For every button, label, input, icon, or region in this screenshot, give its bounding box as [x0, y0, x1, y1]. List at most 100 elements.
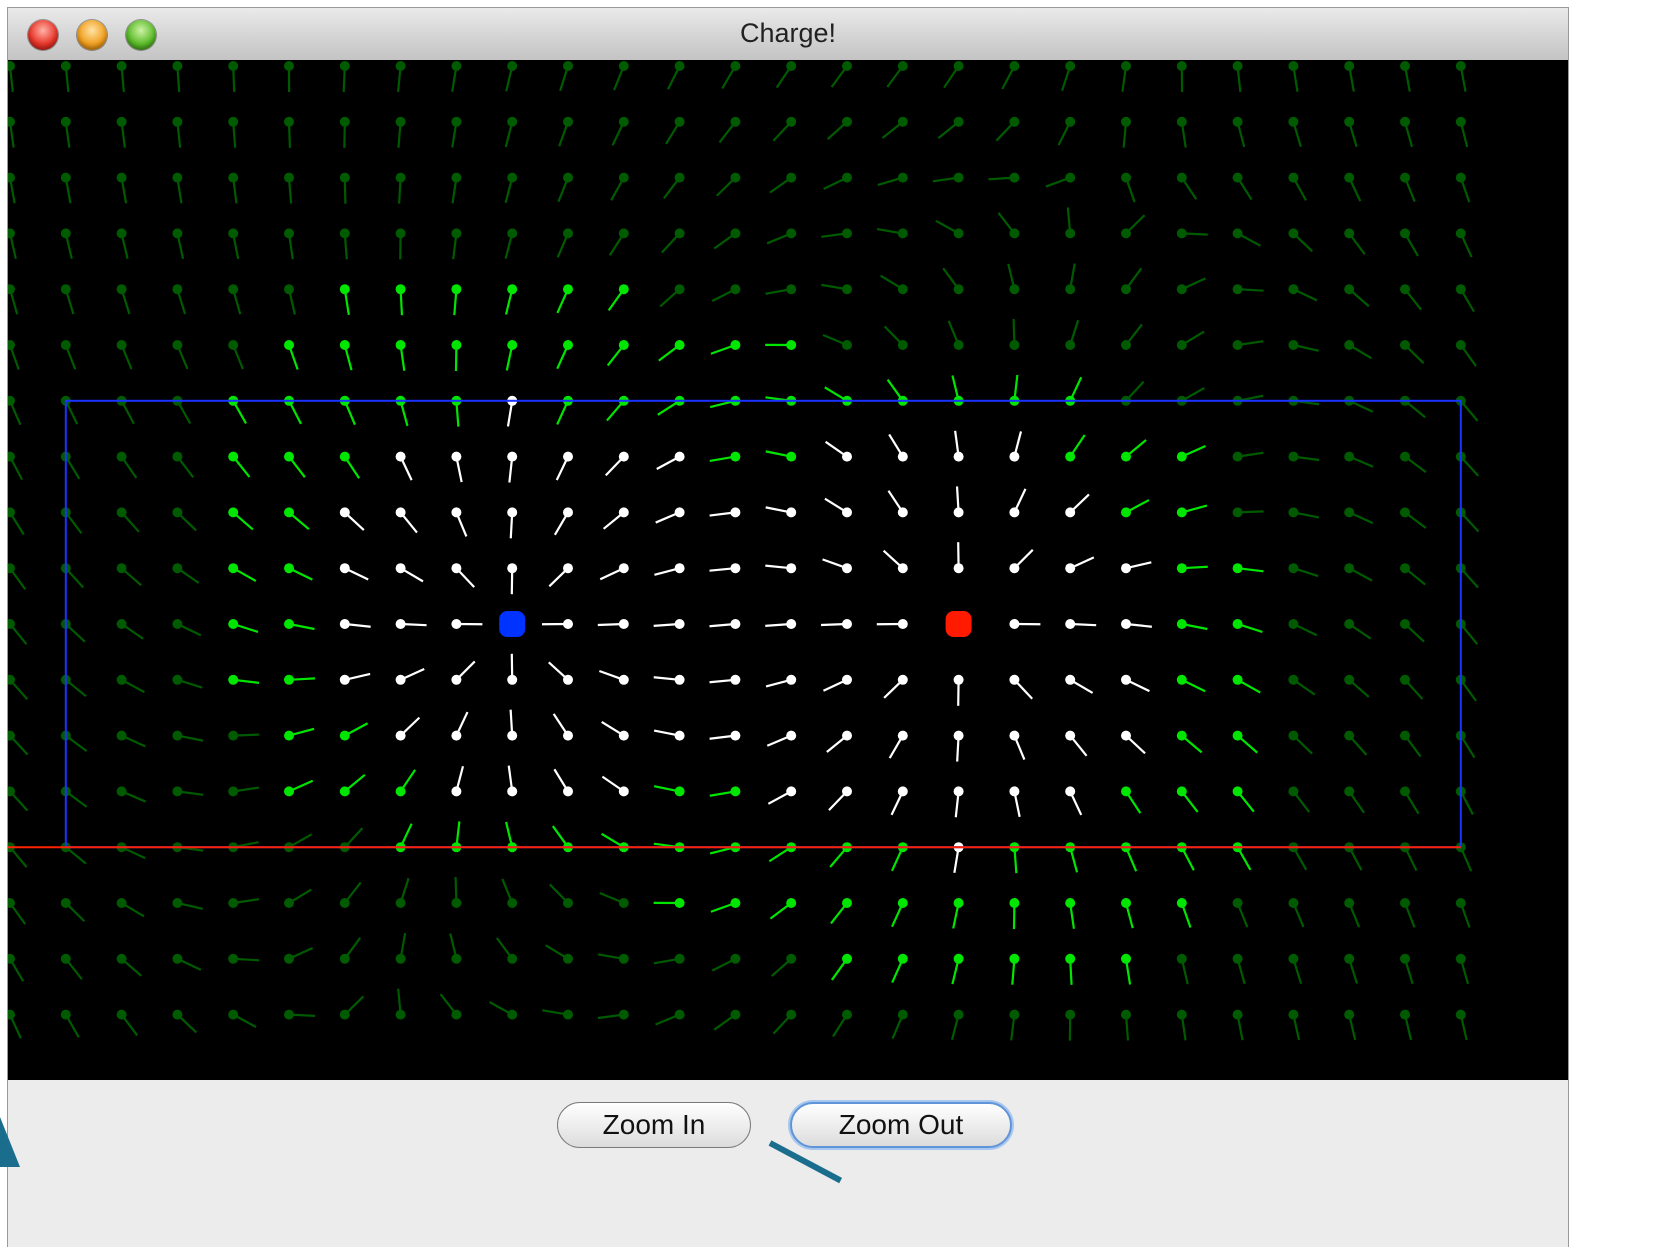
field-point — [8, 284, 15, 295]
field-point — [897, 786, 908, 797]
field-point — [618, 563, 629, 574]
field-point — [395, 786, 406, 797]
field-point — [451, 228, 462, 239]
field-point — [1400, 116, 1410, 127]
field-point — [116, 898, 127, 908]
field-point — [339, 619, 350, 629]
field-point — [674, 61, 685, 71]
field-point — [1065, 1009, 1076, 1020]
field-point — [1400, 61, 1410, 71]
field-point — [842, 953, 852, 964]
field-point — [953, 116, 964, 127]
field-point — [1232, 284, 1243, 295]
field-point — [395, 953, 406, 964]
field-point — [172, 674, 183, 685]
field-point — [1344, 953, 1355, 964]
field-point — [284, 284, 294, 295]
field-point — [1065, 284, 1076, 295]
field-point — [1455, 116, 1466, 127]
field-point — [1009, 507, 1020, 518]
zoom-in-button[interactable]: Zoom In — [557, 1102, 751, 1148]
field-point — [451, 953, 462, 964]
field-point — [507, 674, 518, 685]
field-point — [395, 563, 406, 574]
field-point — [395, 507, 406, 518]
field-point — [1288, 1009, 1299, 1020]
field-point — [228, 563, 239, 574]
field-point — [451, 451, 462, 462]
field-point — [1065, 228, 1076, 239]
field-point — [953, 674, 964, 685]
field-point — [1121, 1009, 1131, 1020]
field-point — [1121, 563, 1131, 574]
field-point — [897, 953, 908, 964]
field-point — [1121, 451, 1131, 462]
field-point — [8, 898, 15, 908]
field-point — [339, 507, 350, 518]
field-point — [842, 451, 852, 462]
field-point — [507, 228, 518, 239]
field-point — [60, 228, 71, 239]
field-point — [1344, 674, 1355, 685]
field-point — [563, 953, 573, 964]
field-point — [730, 786, 741, 797]
field-point — [1288, 284, 1299, 295]
field-point — [339, 451, 350, 462]
field-point — [1232, 953, 1243, 964]
field-point — [897, 228, 908, 239]
field-point — [507, 284, 518, 295]
field-point — [451, 674, 462, 685]
field-point — [8, 61, 15, 71]
field-point — [60, 953, 71, 964]
field-point — [786, 786, 797, 797]
field-point — [1176, 228, 1187, 239]
field-point — [618, 507, 629, 518]
field-point — [1009, 1009, 1020, 1020]
field-point — [786, 172, 797, 183]
field-point — [284, 172, 294, 183]
field-point — [786, 730, 797, 741]
field-point — [1344, 730, 1355, 741]
field-point — [8, 395, 15, 406]
field-point — [563, 674, 573, 685]
field-point — [674, 898, 685, 908]
field-point — [786, 1009, 797, 1020]
field-point — [842, 172, 852, 183]
field-canvas[interactable] — [8, 60, 1568, 1080]
field-point — [842, 340, 852, 350]
field-point — [507, 116, 518, 127]
field-point — [897, 61, 908, 71]
field-point — [1455, 284, 1466, 295]
field-point — [172, 451, 183, 462]
field-point — [1232, 340, 1243, 350]
close-button[interactable] — [28, 20, 58, 50]
field-point — [897, 507, 908, 518]
field-point — [618, 730, 629, 741]
field-point — [1176, 340, 1187, 350]
field-point — [1400, 340, 1410, 350]
field-point — [8, 1009, 15, 1020]
minimize-button[interactable] — [77, 20, 107, 50]
field-point — [953, 786, 964, 797]
field-point — [116, 228, 127, 239]
field-point — [1009, 674, 1020, 685]
zoom-window-button[interactable] — [126, 20, 156, 50]
field-point — [1344, 451, 1355, 462]
zoom-out-button[interactable]: Zoom Out — [790, 1102, 1012, 1148]
field-point — [953, 507, 964, 518]
field-point — [1009, 61, 1020, 71]
field-point — [1121, 507, 1131, 518]
field-point — [1176, 172, 1187, 183]
title-bar[interactable]: Charge! — [8, 8, 1568, 61]
field-point — [1232, 898, 1243, 908]
field-point — [1176, 619, 1187, 629]
field-point — [1009, 563, 1020, 574]
field-point — [563, 786, 573, 797]
field-point — [1121, 340, 1131, 350]
field-point — [1121, 953, 1131, 964]
field-point — [1176, 451, 1187, 462]
field-point — [1400, 284, 1410, 295]
field-point — [60, 284, 71, 295]
field-point — [674, 340, 685, 350]
field-point — [842, 61, 852, 71]
